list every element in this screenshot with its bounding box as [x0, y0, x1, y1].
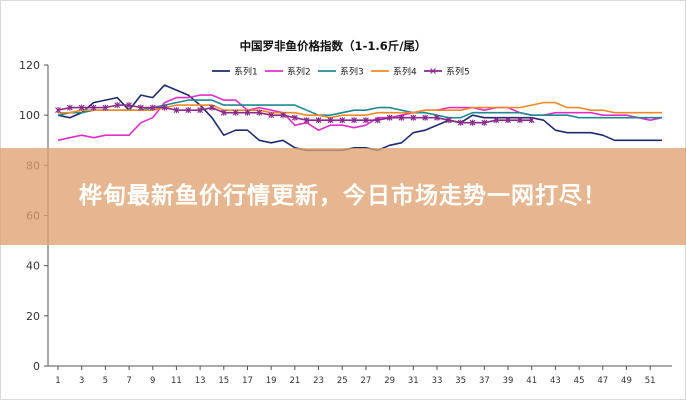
- chart-plot-area: [55, 84, 663, 152]
- series-5-point: [457, 119, 464, 126]
- series-5-point: [209, 104, 215, 111]
- legend-label: 系列4: [393, 66, 417, 78]
- x-tick-label: 33: [432, 376, 443, 386]
- series-5-point: [315, 117, 322, 124]
- x-tick-label: 21: [289, 376, 300, 386]
- series-5-point: [232, 109, 239, 116]
- headline-banner: 桦甸最新鱼价行情更新，今日市场走势一网打尽！: [0, 148, 686, 245]
- x-tick-label: 43: [550, 376, 561, 386]
- series-5-point: [422, 114, 429, 121]
- series-line-3: [57, 99, 662, 119]
- x-tick-label: 29: [384, 376, 395, 386]
- x-tick-label: 3: [79, 376, 84, 386]
- series-5-point: [244, 109, 251, 116]
- series-5-point: [161, 104, 168, 111]
- x-tick-label: 25: [337, 376, 348, 386]
- x-tick-label: 31: [408, 376, 419, 386]
- legend-label: 系列2: [287, 66, 311, 78]
- x-tick-label: 15: [218, 376, 229, 386]
- series-line-4: [58, 101, 662, 119]
- x-tick-label: 1: [55, 376, 60, 386]
- series-5-point: [185, 107, 192, 114]
- x-tick-label: 5: [103, 376, 108, 386]
- series-5-point: [173, 107, 180, 114]
- x-tick-label: 37: [479, 376, 490, 386]
- legend-item-2: 系列2: [265, 66, 311, 78]
- chart-legend: 系列1 系列2 系列3 系列4 系列5: [212, 66, 470, 78]
- x-tick-label: 11: [171, 376, 182, 386]
- series-5-point: [280, 112, 286, 119]
- legend-label: 系列1: [234, 66, 258, 78]
- series-5-point: [481, 119, 488, 126]
- x-tick-label: 19: [266, 376, 277, 386]
- series-5-point: [493, 117, 500, 124]
- series-5-point: [66, 104, 73, 111]
- x-tick-label: 13: [195, 376, 206, 386]
- legend-label: 系列5: [446, 66, 470, 78]
- series-line-1: [57, 84, 662, 152]
- x-tick-label: 17: [242, 376, 253, 386]
- series-5-point: [445, 117, 452, 124]
- series-5-point: [386, 114, 393, 121]
- legend-item-5: 系列5: [424, 66, 470, 78]
- series-5-point: [197, 107, 204, 114]
- series-5-point: [327, 117, 334, 124]
- series-5-point: [268, 112, 275, 119]
- y-tick-label: 40: [26, 260, 40, 273]
- x-tick-label: 7: [126, 376, 131, 386]
- series-5-point: [256, 109, 263, 116]
- series-5-point: [363, 117, 369, 124]
- x-tick-label: 35: [455, 376, 466, 386]
- legend-item-1: 系列1: [212, 66, 258, 78]
- series-5-point: [469, 119, 476, 126]
- x-tick-label: 45: [574, 376, 585, 386]
- series-5-point: [220, 109, 227, 116]
- series-5-point: [516, 117, 523, 124]
- series-5-point: [78, 104, 85, 111]
- x-tick-label: 49: [621, 376, 632, 386]
- x-tick-label: 47: [597, 376, 608, 386]
- x-tick-label: 27: [361, 376, 372, 386]
- x-tick-label: 51: [645, 376, 656, 386]
- x-tick-label: 23: [313, 376, 324, 386]
- x-tick-label: 9: [150, 376, 155, 386]
- legend-item-4: 系列4: [371, 66, 417, 78]
- series-5-point: [398, 114, 405, 121]
- series-5-point: [102, 104, 109, 111]
- y-tick-label: 120: [19, 59, 40, 72]
- chart-title: 中国罗非鱼价格指数（1-1.6斤/尾）: [240, 39, 427, 53]
- series-5-point: [351, 117, 357, 124]
- series-5-point: [339, 117, 346, 124]
- series-5-point: [291, 114, 298, 121]
- y-tick-label: 0: [33, 360, 40, 373]
- y-tick-label: 20: [26, 310, 40, 323]
- series-5-point: [434, 114, 440, 121]
- series-5-point: [149, 104, 156, 111]
- series-5-point: [528, 117, 535, 124]
- series-line-2: [57, 94, 663, 142]
- series-5-point: [505, 117, 511, 124]
- series-5-point: [303, 117, 310, 124]
- x-tick-label: 39: [503, 376, 514, 386]
- legend-label: 系列3: [340, 66, 364, 78]
- series-5-point: [374, 117, 381, 124]
- legend-item-3: 系列3: [318, 66, 364, 78]
- x-tick-label: 41: [526, 376, 537, 386]
- series-5-point: [138, 104, 144, 111]
- series-5-point: [55, 107, 61, 114]
- series-5-point: [410, 114, 417, 121]
- headline-text: 桦甸最新鱼价行情更新，今日市场走势一网打尽！: [79, 183, 607, 209]
- y-tick-label: 100: [19, 109, 40, 122]
- series-5-point: [126, 102, 132, 109]
- series-5-point: [114, 102, 121, 109]
- series-5-point: [90, 104, 97, 111]
